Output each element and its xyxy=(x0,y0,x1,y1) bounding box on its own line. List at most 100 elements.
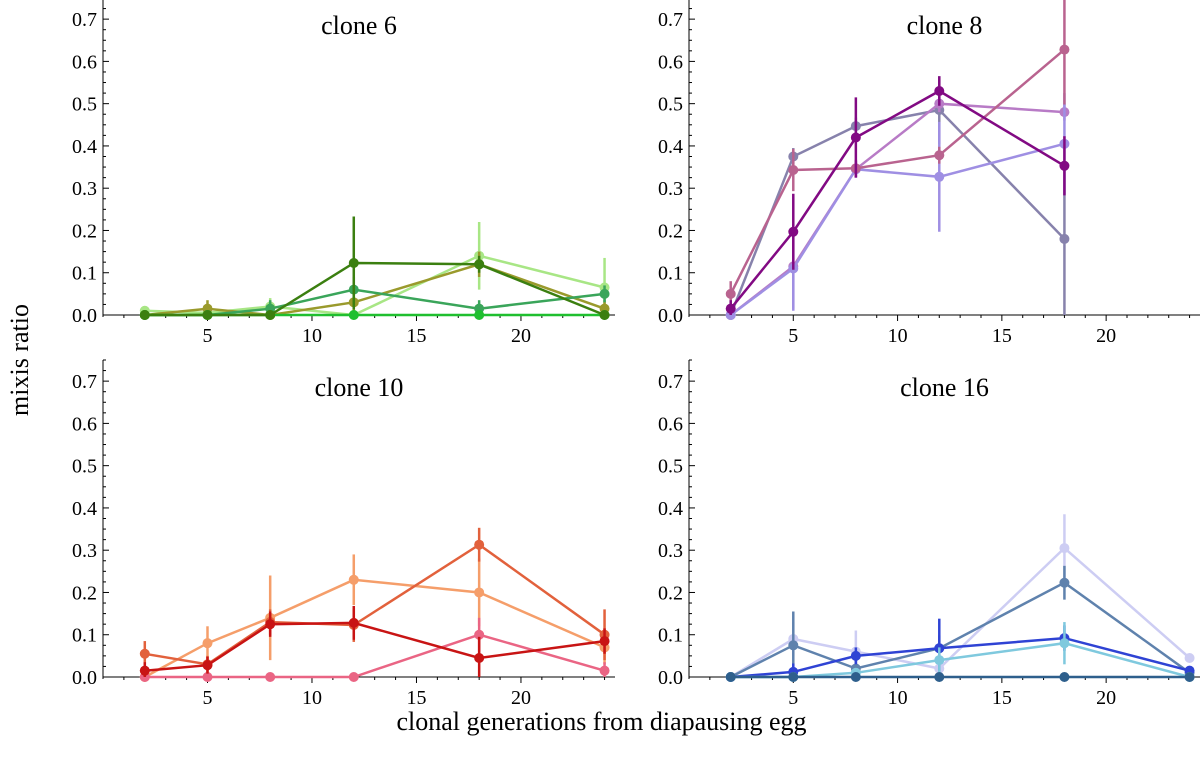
data-point xyxy=(348,258,359,269)
data-point xyxy=(348,672,359,682)
data-point xyxy=(599,636,610,647)
data-point xyxy=(934,672,945,682)
data-point xyxy=(139,665,150,676)
y-tick-label: 0.1 xyxy=(72,625,97,647)
x-tick-label: 15 xyxy=(406,325,426,347)
x-tick-label: 10 xyxy=(888,325,908,347)
y-tick-label: 0.3 xyxy=(72,178,97,200)
x-tick-label: 15 xyxy=(992,325,1012,347)
data-point xyxy=(788,165,799,176)
y-tick-label: 0.4 xyxy=(72,136,97,158)
panel-4: 0.0 0.1 0.2 0.3 0.4 0.5 0.6 0.7 5 10 15 20 clone 16 xyxy=(658,359,1200,709)
y-tick-label: 0.3 xyxy=(72,540,97,562)
x-tick-label: 5 xyxy=(788,687,798,709)
x-tick-label: 5 xyxy=(202,325,212,347)
data-point xyxy=(1184,672,1195,682)
data-point xyxy=(474,629,485,640)
y-tick-label: 0.2 xyxy=(658,582,683,604)
series-line xyxy=(730,636,1190,679)
series-3 xyxy=(725,618,1195,682)
y-tick-label: 0.3 xyxy=(658,178,683,200)
x-tick-label: 10 xyxy=(302,687,322,709)
series-4 xyxy=(725,0,1070,307)
series-line xyxy=(144,621,605,672)
y-tick-label: 0.7 xyxy=(658,9,683,31)
data-point xyxy=(348,310,359,320)
data-point xyxy=(202,638,213,649)
panel-2: 0.0 0.1 0.2 0.3 0.4 0.5 0.6 0.7 5 10 15 20 clone 8 xyxy=(658,0,1200,347)
series-5 xyxy=(725,76,1070,315)
y-tick-label: 0.3 xyxy=(658,540,683,562)
y-tick-label: 0.6 xyxy=(72,413,97,435)
panel-3: 0.0 0.1 0.2 0.3 0.4 0.5 0.6 0.7 5 10 15 20 clone 10 xyxy=(72,359,615,709)
series-line xyxy=(730,546,1191,679)
data-point xyxy=(1059,672,1070,682)
data-point xyxy=(850,132,861,143)
panel-title: clone 6 xyxy=(321,11,397,40)
data-point xyxy=(934,150,945,161)
panel-title: clone 16 xyxy=(900,373,989,402)
series-3 xyxy=(725,93,1070,320)
y-tick-label: 0.7 xyxy=(658,371,683,393)
data-point xyxy=(202,660,213,671)
data-point xyxy=(265,310,276,320)
data-point xyxy=(202,672,213,682)
data-point xyxy=(1059,577,1070,588)
y-tick-label: 0.0 xyxy=(658,305,683,327)
data-point xyxy=(1059,160,1070,171)
data-point xyxy=(348,617,359,628)
data-point xyxy=(474,310,485,320)
y-tick-label: 0.7 xyxy=(72,9,97,31)
data-point xyxy=(1059,543,1070,554)
data-point xyxy=(1059,233,1070,244)
y-tick-label: 0.5 xyxy=(658,94,683,116)
x-tick-label: 5 xyxy=(788,325,798,347)
series-line xyxy=(144,578,606,679)
series-5 xyxy=(725,672,1195,682)
data-point xyxy=(934,655,945,666)
y-tick-label: 0.2 xyxy=(72,220,97,242)
y-tick-label: 0.0 xyxy=(72,305,97,327)
y-tick-label: 0.0 xyxy=(72,667,97,689)
x-tick-label: 20 xyxy=(1096,325,1116,347)
y-tick-label: 0.4 xyxy=(658,498,683,520)
x-tick-label: 10 xyxy=(302,325,322,347)
series-line xyxy=(729,108,1066,316)
data-point xyxy=(725,288,736,299)
data-point xyxy=(725,672,736,682)
series-2 xyxy=(725,565,1195,682)
y-tick-label: 0.1 xyxy=(72,263,97,285)
panel-title: clone 10 xyxy=(315,373,404,402)
series-line xyxy=(144,633,605,679)
y-tick-label: 0.6 xyxy=(658,413,683,435)
series-line xyxy=(144,261,606,317)
data-point xyxy=(265,619,276,630)
data-point xyxy=(934,85,945,96)
y-tick-label: 0.5 xyxy=(72,94,97,116)
series-1 xyxy=(725,76,1070,320)
data-point xyxy=(788,672,799,682)
x-tick-label: 5 xyxy=(202,687,212,709)
data-point xyxy=(474,259,485,270)
data-point xyxy=(202,310,213,320)
panel-title: clone 8 xyxy=(907,11,983,40)
x-tick-label: 20 xyxy=(511,687,531,709)
data-point xyxy=(474,539,485,550)
data-point xyxy=(265,672,276,682)
y-tick-label: 0.5 xyxy=(658,456,683,478)
y-tick-label: 0.2 xyxy=(658,220,683,242)
x-tick-label: 10 xyxy=(888,687,908,709)
data-point xyxy=(599,665,610,676)
y-tick-label: 0.6 xyxy=(72,51,97,73)
y-axis-label: mixis ratio xyxy=(5,304,34,416)
x-axis-label: clonal generations from diapausing egg xyxy=(396,707,807,736)
x-tick-label: 15 xyxy=(992,687,1012,709)
series-2 xyxy=(725,95,1070,320)
data-point xyxy=(474,587,485,598)
data-point xyxy=(1059,638,1070,649)
y-tick-label: 0.6 xyxy=(658,51,683,73)
series-4 xyxy=(139,605,610,677)
data-point xyxy=(139,310,150,320)
y-tick-label: 0.4 xyxy=(72,498,97,520)
